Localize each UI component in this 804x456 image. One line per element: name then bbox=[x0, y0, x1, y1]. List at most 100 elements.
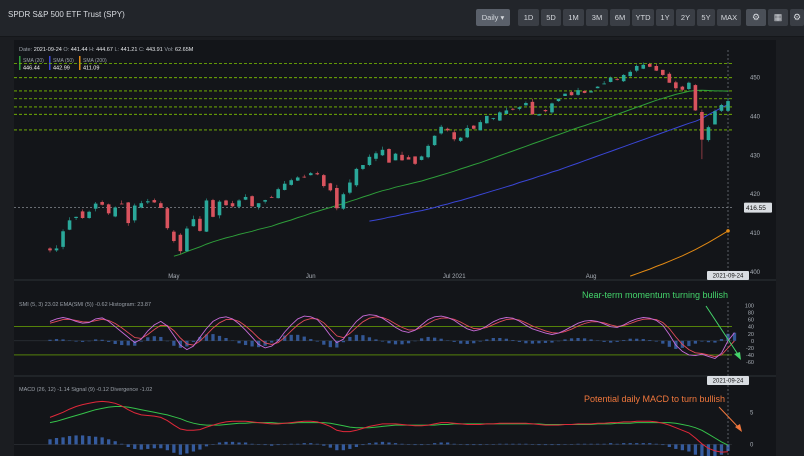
candle[interactable] bbox=[256, 203, 261, 208]
candle[interactable] bbox=[224, 200, 228, 206]
calculator-icon[interactable]: ▦ bbox=[768, 9, 788, 26]
candle[interactable] bbox=[674, 82, 678, 89]
candle[interactable] bbox=[367, 156, 372, 165]
candle[interactable] bbox=[680, 86, 685, 90]
candle[interactable] bbox=[400, 154, 404, 161]
candle[interactable] bbox=[667, 73, 672, 83]
candle[interactable] bbox=[406, 157, 411, 160]
range-button-1m[interactable]: 1M bbox=[563, 9, 584, 26]
candle[interactable] bbox=[243, 196, 248, 200]
candle[interactable] bbox=[569, 92, 574, 96]
price-panel[interactable]: Date: 2021-09-24 O: 441.44 H: 444.67 L: … bbox=[14, 47, 776, 281]
candle[interactable] bbox=[615, 79, 619, 81]
candle[interactable] bbox=[113, 207, 117, 217]
candle[interactable] bbox=[61, 231, 65, 247]
candle[interactable] bbox=[517, 107, 522, 109]
candle[interactable] bbox=[237, 200, 241, 207]
candle[interactable] bbox=[139, 203, 144, 208]
candle[interactable] bbox=[582, 90, 587, 93]
candle[interactable] bbox=[335, 188, 339, 209]
candle[interactable] bbox=[211, 200, 215, 217]
candle[interactable] bbox=[713, 111, 717, 125]
candle[interactable] bbox=[276, 189, 280, 199]
smi-panel[interactable]: SMI (5, 3) 23.02 EMA(SMI (5)) -0.62 Hist… bbox=[14, 290, 776, 385]
candle[interactable] bbox=[106, 204, 111, 214]
range-button-5d[interactable]: 5D bbox=[541, 9, 561, 26]
range-button-6m[interactable]: 6M bbox=[610, 9, 630, 26]
candle[interactable] bbox=[348, 182, 352, 193]
macd-panel[interactable]: MACD (26, 12) -1.14 Signal (9) -0.12 Div… bbox=[14, 385, 754, 456]
candle[interactable] bbox=[595, 86, 600, 89]
candle[interactable] bbox=[628, 71, 633, 77]
candle[interactable] bbox=[641, 64, 646, 69]
candle[interactable] bbox=[165, 208, 170, 229]
candle[interactable] bbox=[719, 104, 724, 111]
candle[interactable] bbox=[230, 203, 235, 207]
candle[interactable] bbox=[661, 69, 665, 75]
candle[interactable] bbox=[204, 200, 209, 232]
candle[interactable] bbox=[498, 112, 502, 121]
candle[interactable] bbox=[543, 110, 548, 112]
range-button-5y[interactable]: 5Y bbox=[697, 9, 715, 26]
candle[interactable] bbox=[119, 203, 124, 205]
indicators-icon[interactable]: ⚙ bbox=[746, 9, 766, 26]
candle[interactable] bbox=[178, 234, 183, 252]
candle[interactable] bbox=[537, 114, 541, 116]
candle[interactable] bbox=[74, 216, 78, 219]
candle[interactable] bbox=[185, 228, 189, 252]
candle[interactable] bbox=[576, 90, 580, 95]
candle[interactable] bbox=[380, 149, 385, 156]
range-button-2y[interactable]: 2Y bbox=[676, 9, 695, 26]
candle[interactable] bbox=[647, 64, 652, 67]
candle[interactable] bbox=[439, 126, 443, 134]
candle[interactable] bbox=[308, 173, 313, 176]
candle[interactable] bbox=[458, 137, 463, 141]
candle[interactable] bbox=[621, 74, 626, 82]
candle[interactable] bbox=[608, 77, 613, 82]
settings-icon[interactable]: ⚙ bbox=[790, 9, 804, 26]
candle[interactable] bbox=[341, 194, 346, 209]
range-button-ytd[interactable]: YTD bbox=[632, 9, 654, 26]
candle[interactable] bbox=[563, 93, 567, 96]
candle[interactable] bbox=[445, 128, 450, 131]
candle[interactable] bbox=[67, 220, 72, 230]
candle[interactable] bbox=[48, 248, 52, 251]
candle[interactable] bbox=[152, 200, 157, 203]
candle[interactable] bbox=[250, 196, 254, 207]
candle[interactable] bbox=[93, 203, 98, 209]
candle[interactable] bbox=[387, 149, 391, 163]
candle[interactable] bbox=[374, 153, 378, 159]
candle[interactable] bbox=[693, 85, 698, 111]
candle[interactable] bbox=[302, 176, 307, 178]
candle[interactable] bbox=[289, 180, 294, 185]
candle[interactable] bbox=[465, 127, 470, 138]
candle[interactable] bbox=[602, 83, 606, 85]
chart-area[interactable]: Date: 2021-09-24 O: 441.44 H: 444.67 L: … bbox=[14, 40, 790, 456]
candle[interactable] bbox=[504, 110, 509, 114]
candle[interactable] bbox=[315, 173, 320, 175]
candle[interactable] bbox=[484, 115, 489, 124]
candle[interactable] bbox=[706, 127, 711, 141]
candle[interactable] bbox=[354, 168, 359, 186]
candle[interactable] bbox=[471, 125, 476, 129]
candle[interactable] bbox=[426, 145, 430, 158]
range-button-1y[interactable]: 1Y bbox=[656, 9, 674, 26]
candle[interactable] bbox=[282, 183, 287, 190]
candle[interactable] bbox=[556, 98, 561, 102]
candle[interactable] bbox=[132, 205, 137, 221]
candle[interactable] bbox=[269, 196, 274, 198]
candle[interactable] bbox=[511, 108, 515, 110]
candle[interactable] bbox=[452, 132, 456, 140]
candle[interactable] bbox=[491, 118, 496, 120]
candle[interactable] bbox=[478, 122, 483, 131]
candle[interactable] bbox=[687, 82, 691, 89]
candle[interactable] bbox=[589, 91, 593, 93]
candle[interactable] bbox=[393, 153, 398, 161]
candle[interactable] bbox=[634, 65, 639, 71]
candle[interactable] bbox=[328, 183, 333, 191]
candle[interactable] bbox=[524, 103, 528, 106]
candle[interactable] bbox=[432, 135, 437, 146]
candle[interactable] bbox=[87, 211, 91, 219]
candle[interactable] bbox=[419, 156, 424, 160]
candle[interactable] bbox=[54, 248, 59, 251]
